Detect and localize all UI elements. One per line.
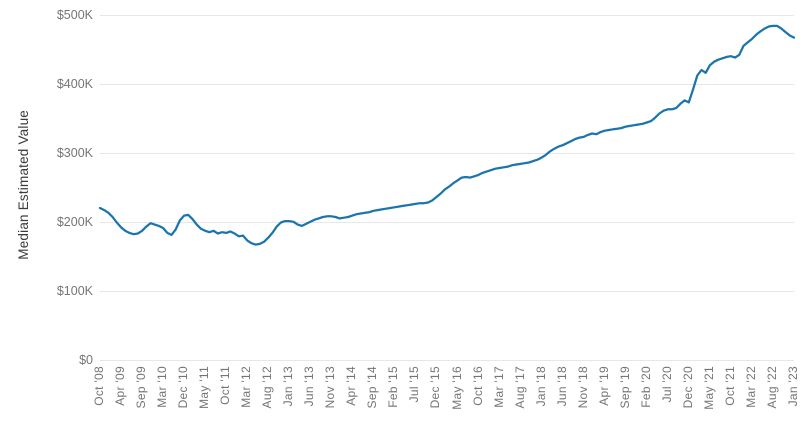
x-tick-label: Mar '10 (155, 366, 170, 408)
x-tick-label: Apr '14 (344, 366, 359, 406)
x-tick-label: Aug '17 (512, 366, 527, 409)
y-tick-label: $300K (56, 146, 93, 160)
y-tick-label: $500K (56, 8, 93, 22)
series-line (98, 24, 796, 246)
x-tick-label: Feb '15 (386, 366, 401, 408)
x-tick-label: Mar '17 (491, 366, 506, 408)
x-tick-label: Sep '14 (365, 366, 380, 409)
y-tick-label: $200K (56, 215, 93, 229)
x-tick-label: Apr '19 (596, 366, 611, 406)
x-tick-label: Nov '18 (575, 366, 590, 409)
x-tick-label: Jun '18 (554, 366, 569, 407)
x-tick-label: Oct '21 (722, 366, 737, 406)
x-tick-label: Feb '20 (638, 366, 653, 408)
x-tick-label: Oct '16 (470, 366, 485, 406)
y-tick-label: $0 (79, 353, 93, 367)
x-tick-label: Jul '15 (407, 366, 422, 403)
x-tick-label: Jun '13 (302, 366, 317, 407)
y-tick-label: $400K (56, 77, 93, 91)
y-tick-label: $100K (56, 284, 93, 298)
x-tick-label: May '11 (197, 366, 212, 409)
x-tick-label: Oct '11 (218, 366, 233, 405)
x-tick-label: Dec '10 (176, 366, 191, 409)
x-tick-label: Sep '09 (134, 366, 149, 409)
x-tick-label: Sep '19 (617, 366, 632, 409)
x-tick-label: Dec '15 (428, 366, 443, 409)
x-tick-label: Jan '23 (786, 366, 800, 407)
x-tick-label: Apr '09 (113, 366, 128, 406)
x-tick-label: Aug '22 (764, 366, 779, 409)
x-tick-label: Mar '12 (239, 366, 254, 408)
x-tick-label: May '16 (449, 366, 464, 410)
x-tick-label: Nov '13 (323, 366, 338, 409)
x-tick-label: Jan '18 (533, 366, 548, 407)
x-tick-label: Oct '08 (92, 366, 106, 406)
x-tick-label: Dec '20 (680, 366, 695, 409)
x-tick-label: Jul '20 (659, 366, 674, 403)
y-axis-title: Median Estimated Value (16, 110, 31, 260)
x-tick-label: Jan '13 (281, 366, 296, 407)
x-tick-label: May '21 (701, 366, 716, 410)
x-tick-label: Mar '22 (743, 366, 758, 408)
x-tick-label: Aug '12 (260, 366, 275, 409)
